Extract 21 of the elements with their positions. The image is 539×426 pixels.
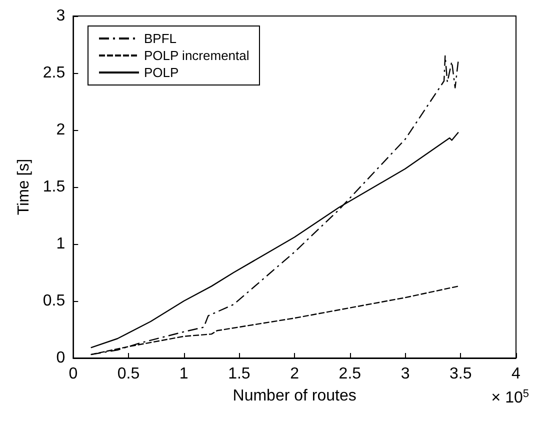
- y-axis-title: Time [s]: [16, 158, 32, 216]
- legend-label: POLP: [144, 65, 179, 80]
- y-tick-label: 0: [56, 350, 66, 366]
- x-tick-label: 3.5: [450, 366, 472, 382]
- x-tick-label: 2: [290, 366, 300, 382]
- legend-label: POLP incremental: [144, 48, 250, 63]
- y-tick-label: 0.5: [42, 292, 66, 310]
- y-tick-label: 2: [56, 122, 66, 138]
- y-tick-label: 1.5: [42, 178, 66, 196]
- legend-label: BPFL: [144, 31, 177, 46]
- x-tick-label: 2.5: [338, 366, 362, 382]
- x-axis-title: Number of routes: [232, 388, 356, 404]
- y-tick-label: 2.5: [42, 64, 66, 82]
- y-tick-label: 3: [56, 8, 66, 24]
- x-tick-label: 0: [68, 366, 78, 382]
- x-tick-label: 1: [179, 366, 188, 382]
- x-tick-label: 0.5: [117, 366, 140, 382]
- x-tick-label: 3: [400, 366, 410, 382]
- x-tick-label: 1.5: [228, 366, 250, 382]
- y-tick-label: 1: [56, 236, 66, 252]
- x-tick-label: 4: [512, 366, 521, 382]
